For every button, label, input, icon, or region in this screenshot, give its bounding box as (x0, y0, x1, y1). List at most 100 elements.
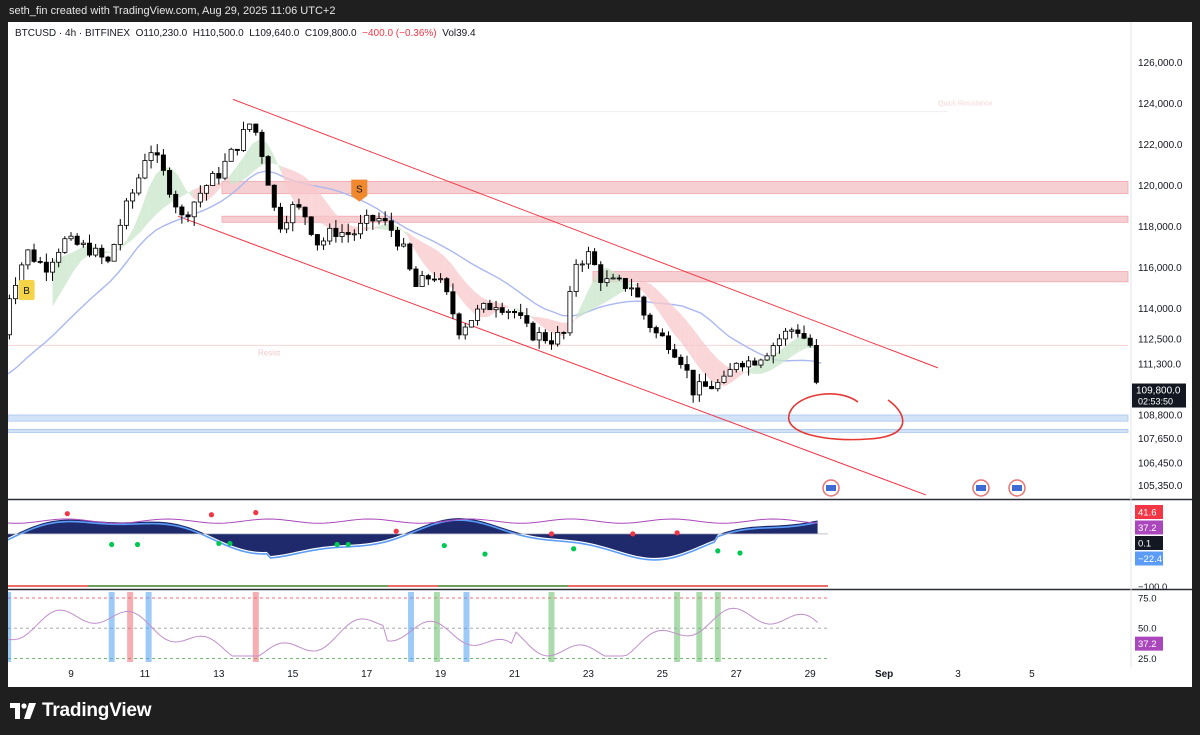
channel-lower-line (177, 215, 927, 496)
chart-canvas[interactable]: B S Resist Quick Resistance 126,000.0 124,000… (8, 22, 1192, 687)
cloud-bull-segment (606, 267, 615, 302)
candle-down (370, 214, 376, 222)
chart-frame[interactable]: B S Resist Quick Resistance 126,000.0 124,000… (8, 22, 1192, 687)
candle-up (327, 227, 333, 242)
oscillator-signal-dot (737, 550, 743, 556)
candle-up (462, 326, 468, 336)
oscillator-badge-label: 41.6 (1138, 508, 1157, 519)
candle-down (801, 333, 807, 339)
cloud-bull-segment (747, 365, 755, 374)
oscillator-signal-dot (630, 531, 636, 537)
cloud-bull-segment (148, 174, 157, 223)
buy-marker-label: B (23, 286, 30, 297)
candle-up (68, 235, 74, 240)
candle-down (548, 340, 554, 345)
oscillator-signal-dot (208, 512, 215, 518)
candle-down (653, 327, 659, 334)
candle-up (204, 185, 210, 194)
candle-up (284, 222, 290, 230)
candle-down (635, 287, 641, 298)
candle-up (746, 360, 752, 368)
cloud-bear-segment (370, 226, 378, 229)
candle-down (813, 344, 819, 383)
price-tick-label: 107,650.0 (1138, 434, 1183, 445)
cloud-bull-segment (229, 165, 238, 185)
chart-snapshot-header: seth_fin created with TradingView.com, A… (0, 0, 1200, 22)
candle-down (74, 235, 80, 245)
tradingview-brand: TradingView (42, 700, 152, 721)
candle-up (364, 214, 370, 224)
rsi-tick-label: 50.0 (1138, 624, 1157, 635)
candle-down (690, 369, 696, 396)
cloud-bear-segment (680, 314, 689, 353)
oscillator-signal-dot (134, 541, 141, 548)
oscillator-value-badge (1135, 551, 1163, 566)
candle-up (401, 243, 407, 247)
candle-up (240, 129, 246, 151)
candle-down (795, 329, 801, 334)
candle-down (739, 362, 745, 368)
candle-up (629, 287, 635, 290)
candle-up (210, 173, 216, 186)
oscillator-value-badge (1135, 520, 1163, 535)
oscillator-tick-label: −100.0 (1138, 582, 1167, 593)
rsi-signal-band (127, 592, 134, 662)
candle-up (228, 148, 234, 162)
candle-up (222, 160, 228, 179)
candle-up (770, 345, 776, 357)
candle-up (758, 359, 764, 366)
cloud-bear-segment (451, 264, 460, 297)
last-price-label: 109,800.0 (1136, 386, 1181, 397)
candle-up (419, 275, 425, 287)
oscillator-badge-label: −22.4 (1138, 554, 1162, 565)
oscillator-mf-line (8, 518, 818, 524)
cloud-bull-segment (170, 167, 179, 203)
cloud-bear-segment (688, 322, 696, 363)
candle-down (333, 227, 339, 237)
candle-down (444, 278, 450, 293)
cloud-bull-segment (592, 270, 600, 310)
cloud-bull-segment (237, 155, 245, 183)
candle-down (308, 216, 314, 235)
cloud-bear-segment (710, 351, 718, 386)
cloud-bear-segment (296, 171, 304, 214)
candle-down (382, 218, 388, 222)
candle-down (518, 312, 524, 316)
candle-up (783, 330, 789, 340)
time-tick-label: Sep (875, 669, 893, 680)
candle-up (475, 308, 481, 321)
candle-down (641, 296, 647, 316)
candle-down (154, 152, 160, 156)
time-tick-label: 29 (805, 669, 817, 680)
oscillator-badge-label: 0.1 (1138, 539, 1151, 550)
price-tick-label: 108,800.0 (1138, 411, 1183, 422)
buy-marker (18, 279, 35, 300)
time-tick-label: 25 (657, 669, 669, 680)
candle-down (43, 261, 49, 273)
time-tick-label: 11 (140, 669, 151, 680)
candle-down (265, 156, 271, 186)
candle-down (622, 278, 628, 289)
cloud-bear-segment (318, 191, 327, 227)
legend-symbol[interactable]: BTCUSD (15, 28, 57, 39)
candle-up (123, 200, 129, 226)
candle-up (585, 251, 591, 265)
oscillator-signal-dot (441, 542, 447, 549)
resistance-zone (592, 271, 1129, 283)
candle-up (610, 277, 616, 280)
rsi-tick-label: 25.0 (1138, 654, 1157, 665)
candle-down (450, 291, 456, 315)
candle-down (487, 302, 493, 311)
cloud-bear-segment (695, 332, 704, 373)
oscillator-signal-dot (548, 531, 555, 537)
candle-up (197, 192, 203, 203)
candle-down (302, 206, 308, 218)
legend-interval[interactable]: 4h (65, 28, 77, 39)
candle-up (721, 375, 727, 383)
candle-down (672, 349, 678, 358)
rsi-line (8, 607, 818, 657)
legend-high: H110,500.0 (192, 28, 244, 39)
cloud-bear-segment (326, 201, 334, 231)
resistance-zone (221, 180, 1129, 195)
rsi-badge-label: 37.2 (1138, 639, 1157, 650)
